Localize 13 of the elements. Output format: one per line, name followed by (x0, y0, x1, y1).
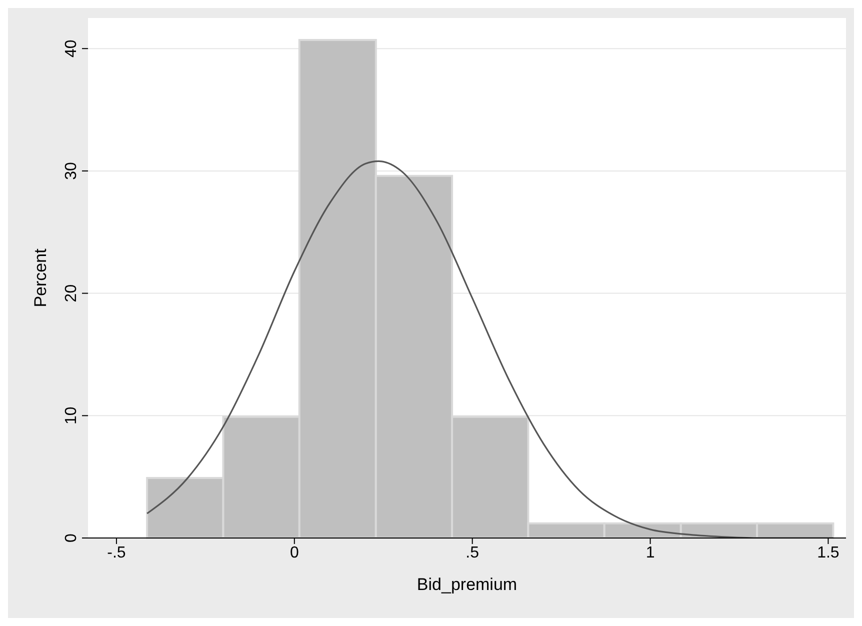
x-tick-label: 1.5 (817, 544, 840, 562)
y-tick-label: 20 (63, 284, 80, 302)
x-axis-title: Bid_premium (416, 575, 518, 594)
y-axis-title: Percent (31, 248, 50, 308)
y-tick-label: 10 (63, 406, 80, 425)
x-tick-label: -.5 (107, 544, 126, 562)
line-series (146, 160, 834, 538)
y-tick-label: 0 (63, 533, 80, 542)
x-tick-label: .5 (466, 544, 480, 562)
x-tick-label: 0 (290, 544, 299, 562)
y-tick-label: 40 (63, 40, 80, 58)
y-tick-label: 30 (63, 162, 80, 180)
x-tick-label: 1 (646, 544, 655, 562)
